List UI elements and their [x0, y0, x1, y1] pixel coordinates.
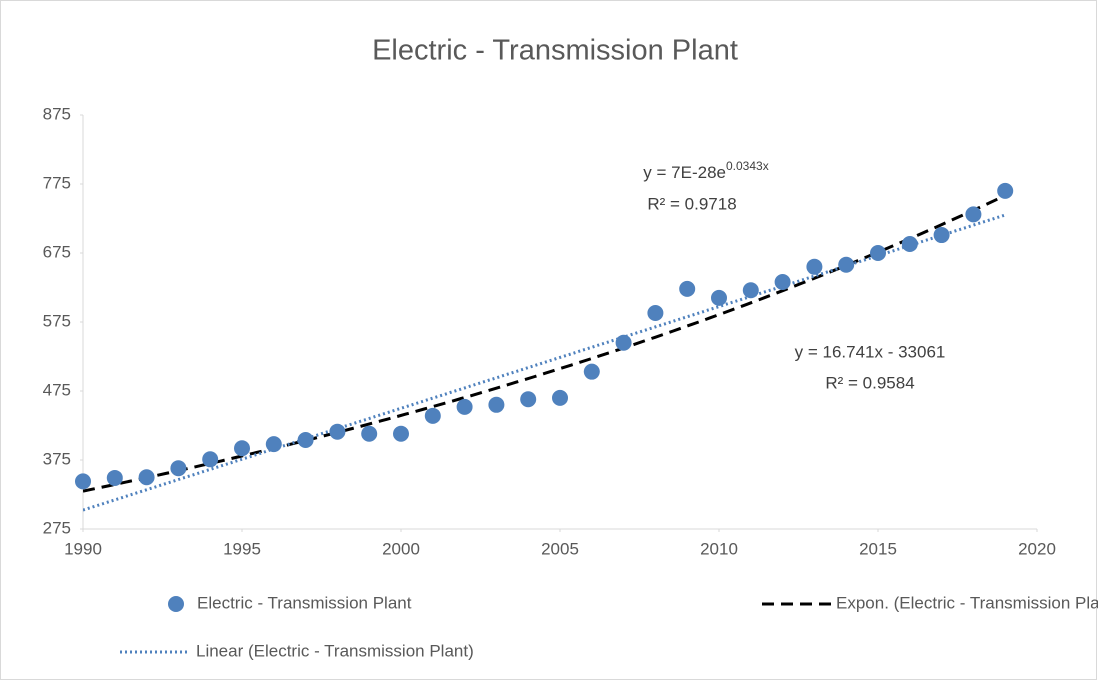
point: [424, 407, 441, 424]
x-tick-label: 2000: [382, 539, 420, 558]
x-tick-label: 1995: [223, 539, 261, 558]
point: [965, 206, 982, 223]
linear-r2: R² = 0.9584: [825, 373, 914, 392]
point: [393, 425, 409, 442]
point: [75, 473, 91, 490]
x-tick-label: 2020: [1018, 539, 1056, 558]
point: [901, 236, 918, 253]
point: [265, 436, 282, 453]
point: [870, 245, 886, 261]
y-tick-label: 875: [43, 104, 71, 123]
point: [933, 227, 950, 244]
equation-exponent: 0.0343x: [726, 159, 769, 173]
y-tick-label: 375: [43, 449, 71, 468]
y-tick-label: 475: [43, 380, 71, 399]
point: [838, 256, 855, 273]
x-tick-label: 2010: [700, 539, 738, 558]
point: [583, 363, 600, 380]
legend: Electric - Transmission Plant Expon. (El…: [120, 593, 1098, 660]
y-tick-label: 675: [43, 242, 71, 261]
equation-base: y = 7E-28e: [643, 163, 726, 182]
point: [552, 389, 568, 406]
point: [202, 451, 219, 468]
exp-equation: y = 7E-28e0.0343x: [643, 159, 768, 182]
legend-label: Linear (Electric - Transmission Plant): [196, 641, 474, 660]
point: [297, 431, 314, 448]
point: [806, 258, 823, 275]
linear-equation: y = 16.741x - 33061: [795, 342, 946, 361]
x-tick-label: 2015: [859, 539, 897, 558]
legend-label: Electric - Transmission Plant: [197, 593, 412, 612]
points: [75, 182, 1014, 490]
point: [361, 425, 378, 442]
y-tick-label: 775: [43, 173, 71, 192]
point: [997, 182, 1014, 199]
legend-label: Expon. (Electric - Transmission Plant): [836, 593, 1098, 612]
point: [456, 398, 473, 415]
y-tick-label: 575: [43, 311, 71, 330]
exp-r2: R² = 0.9718: [647, 194, 736, 213]
point: [329, 423, 346, 440]
point: [170, 460, 187, 477]
chart-title: Electric - Transmission Plant: [372, 35, 738, 67]
point: [520, 391, 537, 408]
point: [106, 469, 123, 486]
point: [711, 289, 727, 306]
point: [742, 282, 759, 299]
legend-marker: [168, 596, 184, 612]
point: [615, 334, 632, 351]
point: [488, 396, 505, 413]
y-tick-label: 275: [43, 518, 71, 537]
point: [774, 273, 791, 290]
x-tick-label: 2005: [541, 539, 579, 558]
point: [647, 305, 664, 322]
point: [234, 440, 250, 457]
x-tick-label: 1990: [64, 539, 102, 558]
point: [679, 280, 696, 297]
point: [138, 469, 155, 486]
